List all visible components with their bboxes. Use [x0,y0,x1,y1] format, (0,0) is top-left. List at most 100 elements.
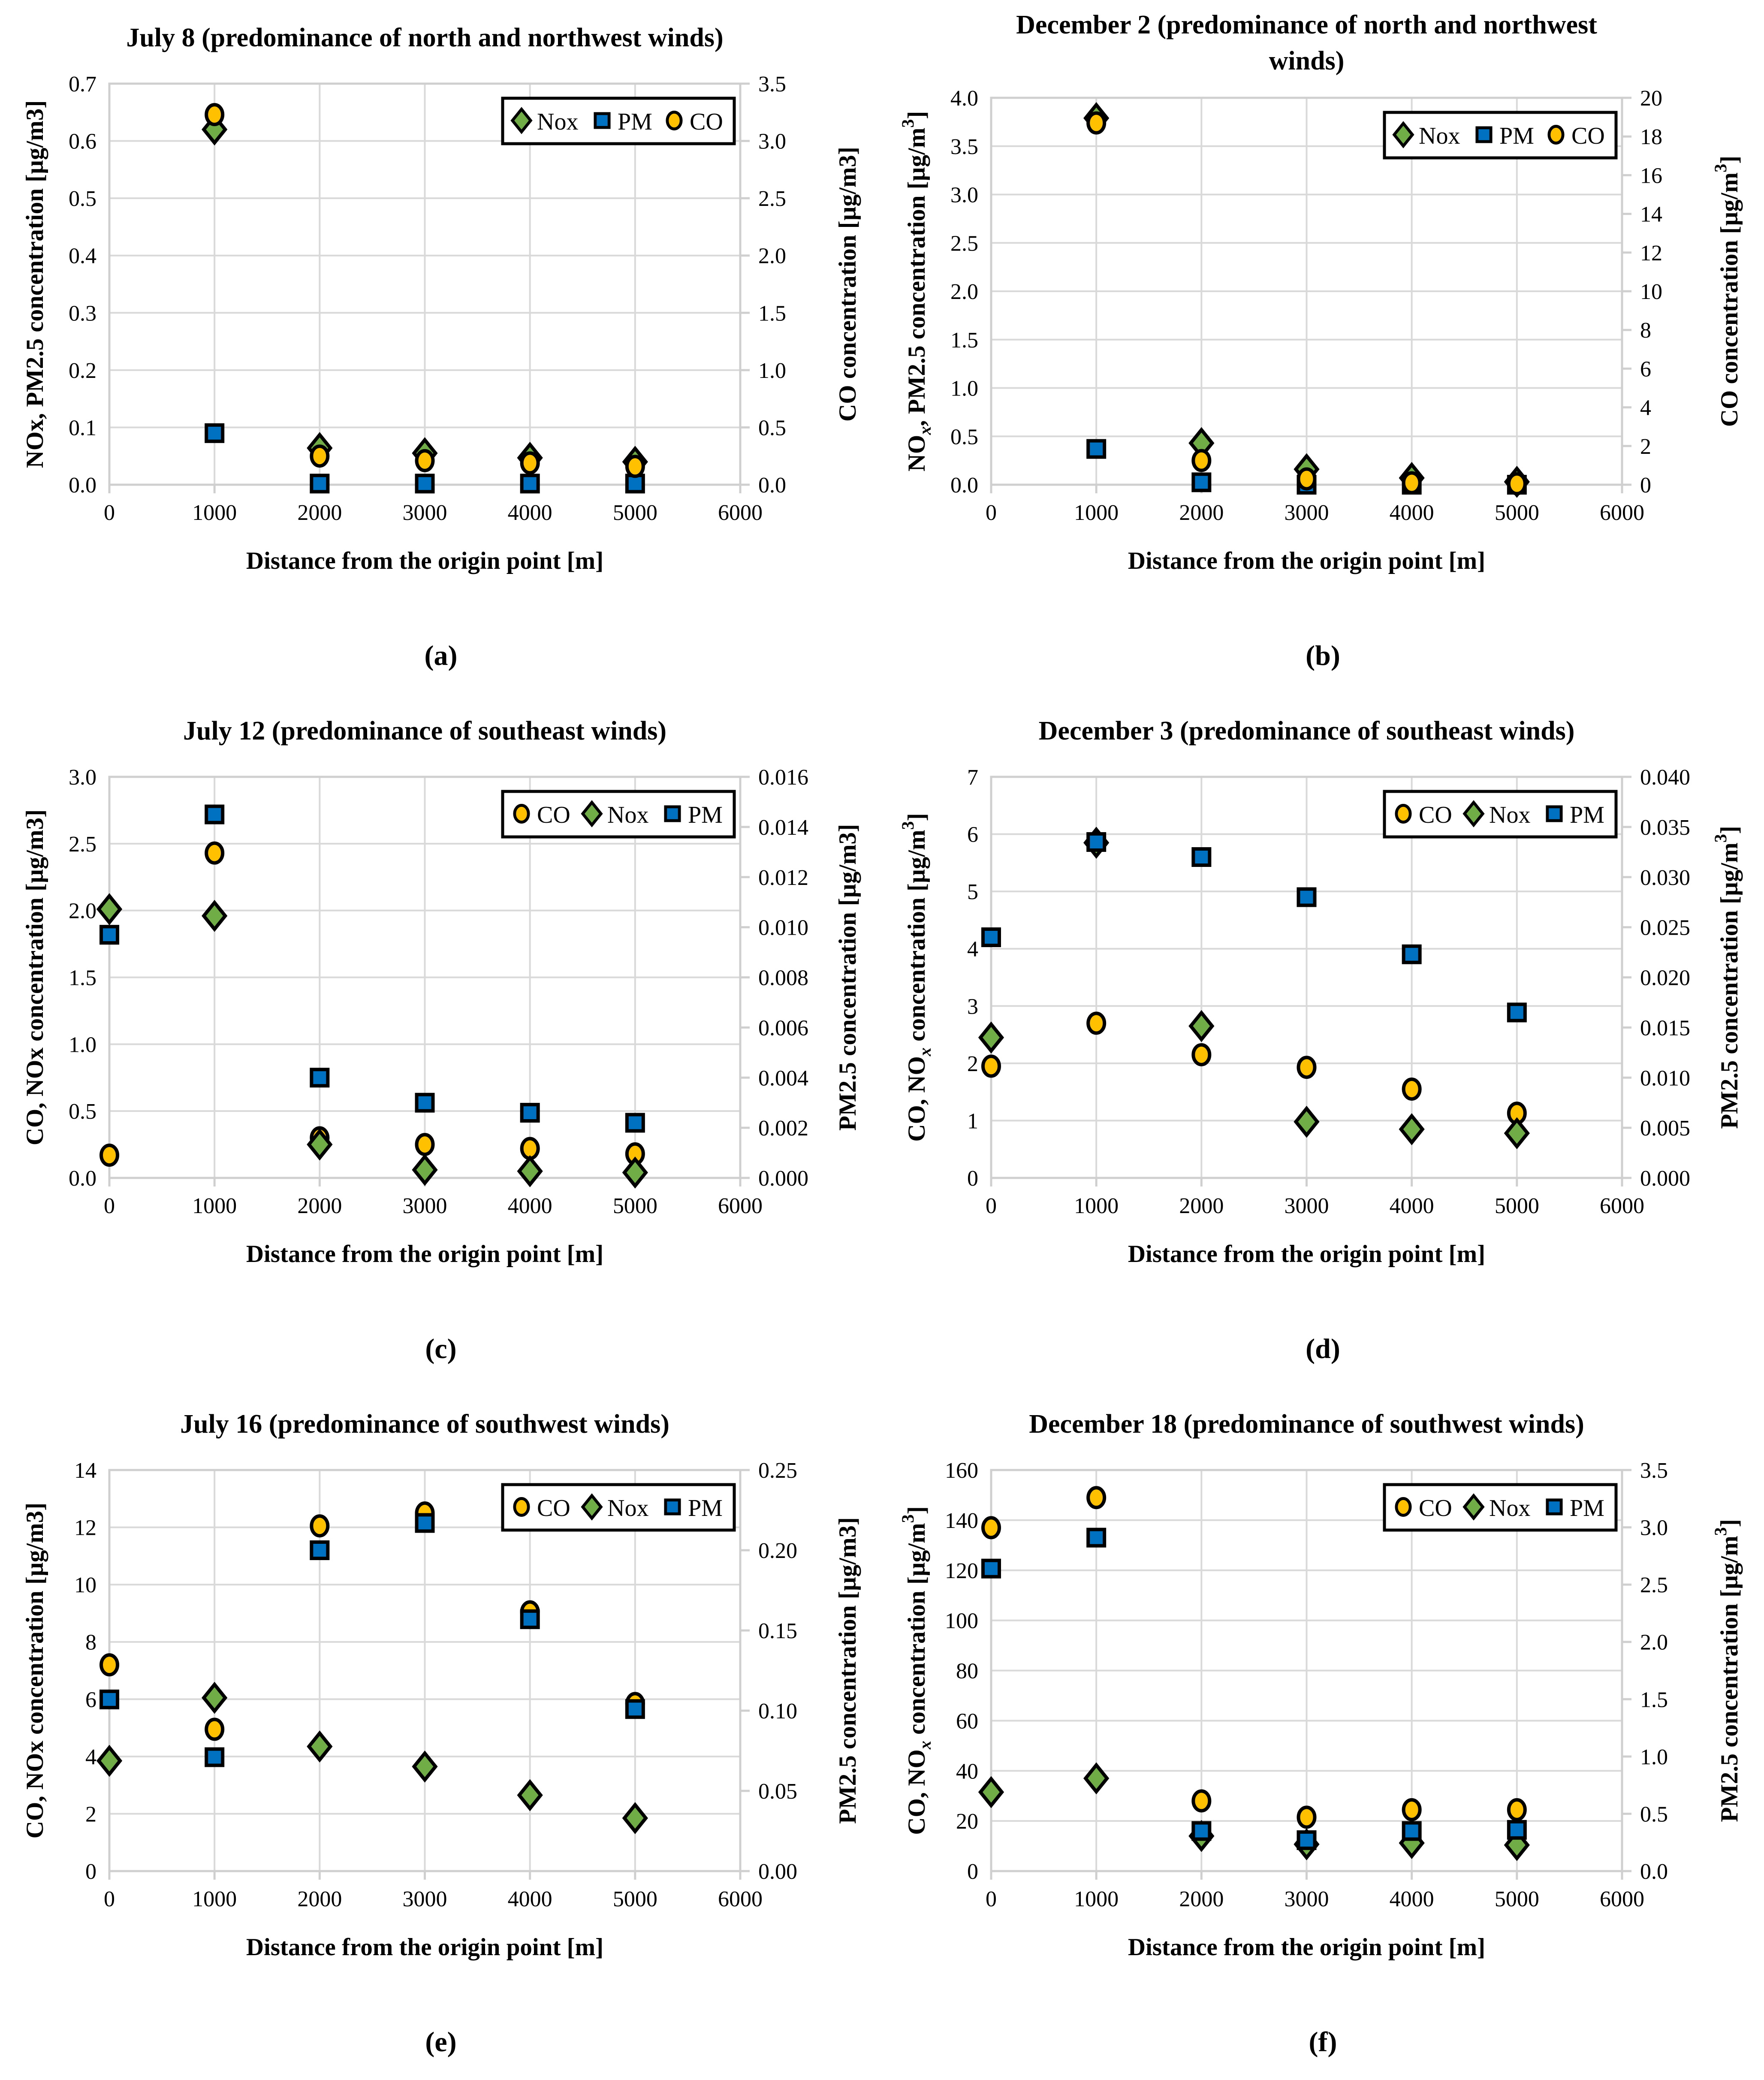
legend-label-PM: PM [1499,123,1534,149]
chart-a: July 8 (predominance of north and northw… [21,23,861,574]
square-marker [1507,1002,1527,1023]
left-tick-label: 10 [74,1573,96,1597]
square-marker [415,1513,435,1533]
right-tick-label: 0.006 [758,1016,808,1040]
right-tick-label: 16 [1640,163,1662,188]
chart-c: July 12 (predominance of southeast winds… [21,716,861,1268]
left-tick-label: 3.0 [950,183,978,208]
right-tick-label: 0.10 [758,1699,797,1724]
left-tick-label: 80 [956,1659,978,1684]
circle-marker [1297,1805,1317,1829]
diamond-marker [412,1750,438,1783]
x-axis-label: Distance from the origin point [m] [1128,1241,1485,1268]
square-marker [100,1689,119,1709]
left-tick-label: 0 [967,1860,978,1884]
square-marker [1402,944,1422,964]
right-tick-label: 14 [1640,202,1662,227]
left-tick-label: 0.3 [69,301,96,326]
right-tick-label: 0 [1640,473,1651,498]
circle-marker [205,103,225,127]
legend: Nox PM CO [1383,111,1618,160]
square-marker [520,1609,540,1629]
caption-c: (c) [425,1333,457,1365]
x-tick-label: 4000 [508,501,552,525]
x-tick-label: 4000 [508,1887,552,1911]
left-tick-label: 0.0 [950,473,978,498]
circle-marker [1395,804,1412,824]
left-tick-label: 0.5 [69,1099,96,1124]
right-tick-label: 0.002 [758,1116,808,1141]
legend-label-CO: CO [1419,1495,1452,1522]
diamond-marker [307,1730,333,1763]
x-tick-label: 6000 [1600,1887,1644,1911]
diamond-marker [517,1779,543,1811]
diamond-marker [1462,1493,1485,1521]
right-tick-label: 1.0 [1640,1745,1668,1769]
circle-marker [205,841,225,865]
diamond-marker [96,893,123,925]
circle-marker [666,111,683,130]
diamond-marker [978,1021,1004,1054]
x-tick-label: 4000 [1390,501,1434,525]
left-tick-label: 0.6 [69,130,96,154]
x-axis-label: Distance from the origin point [m] [1128,1934,1485,1961]
left-tick-label: 6 [967,823,978,847]
circle-marker [1191,449,1212,472]
chart-title: December 2 (predominance of north and no… [1016,10,1597,39]
diamond-marker [1392,121,1414,148]
square-marker [625,1699,645,1719]
series-Nox [978,827,1530,1150]
caption-a: (a) [424,640,458,671]
x-tick-label: 0 [104,1887,115,1911]
right-tick-label: 0.016 [758,765,808,790]
right-tick-label: 1.5 [1640,1688,1668,1712]
series-CO [1086,111,1527,495]
left-tick-label: 6 [85,1688,96,1712]
diamond-marker [622,1156,648,1189]
x-tick-label: 1000 [1074,1887,1119,1911]
caption-d: (d) [1306,1333,1340,1365]
chart-title: July 12 (predominance of southeast winds… [183,716,666,746]
right-tick-label: 2.5 [758,187,786,211]
left-tick-label: 120 [945,1559,978,1583]
right-tick-label: 0.5 [758,416,786,440]
circle-marker [205,1718,225,1741]
square-marker [520,474,540,494]
circle-marker [1086,1486,1107,1509]
left-tick-label: 1.0 [950,377,978,401]
left-tick-label: 1.5 [69,966,96,990]
x-tick-label: 0 [986,1887,997,1911]
left-tick-label: 14 [74,1458,96,1483]
right-tick-label: 0.008 [758,966,808,990]
right-tick-label: 0.012 [758,866,808,890]
chart-title: winds) [1269,46,1345,75]
circle-marker [1402,1798,1422,1821]
series-PM [205,423,645,494]
series-PM [100,804,645,1133]
diamond-marker [581,1493,603,1521]
legend-label-Nox: Nox [607,1495,648,1522]
legend-label-CO: CO [1571,123,1605,149]
x-tick-label: 5000 [1495,1194,1539,1218]
x-tick-label: 2000 [297,501,342,525]
legend-label-CO: CO [1419,802,1452,828]
series-Nox [96,1682,648,1834]
square-marker [415,1093,435,1113]
x-tick-label: 0 [104,1194,115,1218]
legend: CO Nox PM [501,790,736,839]
diamond-marker [622,1802,648,1834]
diamond-marker [978,1776,1004,1808]
right-axis-label: CO concentration [µg/m3] [1711,156,1743,427]
circle-marker [1547,125,1565,145]
legend-label-PM: PM [688,802,723,828]
x-tick-label: 6000 [718,1194,763,1218]
left-tick-label: 1.0 [69,1032,96,1057]
right-tick-label: 0.5 [1640,1802,1668,1826]
square-marker [520,1103,540,1123]
diamond-marker [1083,1762,1110,1795]
square-marker [1086,832,1107,852]
left-tick-label: 160 [945,1458,978,1483]
caption-row-3-left: (e) [0,2005,882,2080]
circle-marker [1086,111,1107,135]
